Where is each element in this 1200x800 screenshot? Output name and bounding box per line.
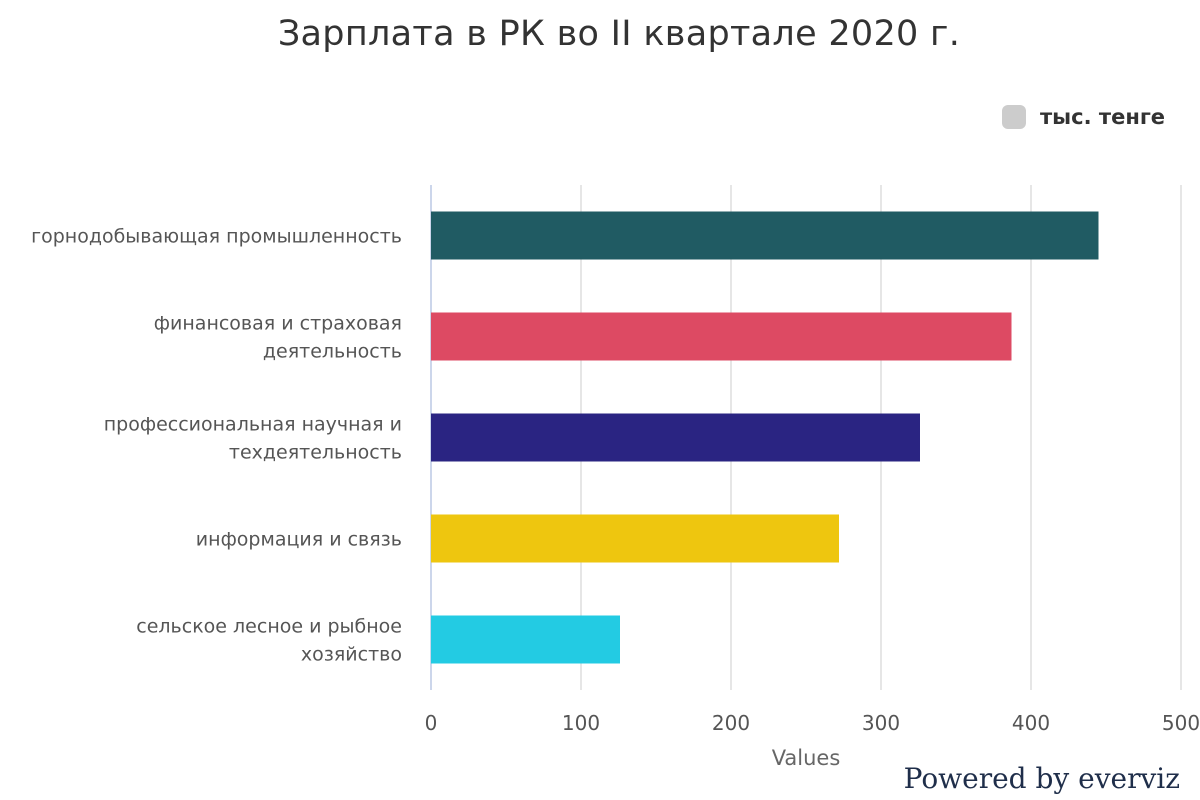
category-label-line: горнодобывающая промышленность [31,226,402,248]
x-tick-label: 400 [1012,711,1050,735]
x-tick-label: 300 [862,711,900,735]
x-tick-label: 100 [562,711,600,735]
category-label-line: хозяйство [301,644,402,666]
legend-swatch [1002,105,1026,129]
x-tick-label: 200 [712,711,750,735]
category-labels: горнодобывающая промышленность финансовая… [31,226,402,666]
category-label-line: профессиональная научная и [104,414,402,436]
category-label: финансовая и страховая деятельность [154,313,402,363]
bar[interactable] [431,413,920,462]
category-label-line: финансовая и страховая [154,313,402,335]
legend-label: тыс. тенге [1040,105,1166,129]
category-label-line: информация и связь [196,529,402,551]
bar[interactable] [431,615,620,664]
category-label-line: техдеятельность [229,442,402,464]
x-tick-label: 500 [1162,711,1200,735]
chart-title: Зарплата в РК во II квартале 2020 г. [277,14,961,54]
bars [431,211,1099,664]
category-label-line: деятельность [263,341,402,363]
category-label: горнодобывающая промышленность [31,226,402,248]
credits-link[interactable]: Powered by everviz [903,762,1180,795]
legend-item[interactable]: тыс. тенге [1002,103,1165,131]
bar[interactable] [431,514,839,563]
bar[interactable] [431,211,1099,260]
category-label: информация и связь [196,529,402,551]
x-axis-title: Values [772,746,841,770]
category-label: профессиональная научная и техдеятельност… [104,414,402,464]
category-label: сельское лесное и рыбное хозяйство [136,616,402,666]
x-tick-label: 0 [425,711,438,735]
tick-labels: 0 100 200 300 400 500 [425,711,1200,735]
bar[interactable] [431,312,1012,361]
category-label-line: сельское лесное и рыбное [136,616,402,638]
